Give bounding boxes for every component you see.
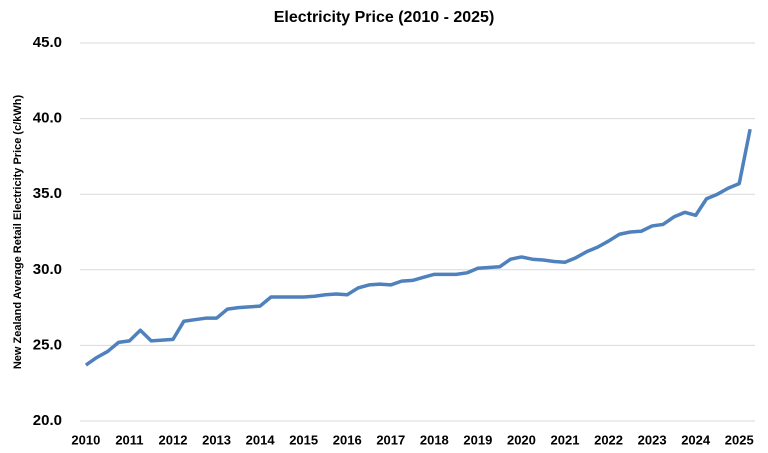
x-tick-label: 2016 bbox=[333, 432, 362, 447]
x-tick-label: 2013 bbox=[202, 432, 231, 447]
x-tick-label: 2022 bbox=[594, 432, 623, 447]
y-axis-label: New Zealand Average Retail Electricity P… bbox=[12, 95, 24, 370]
y-tick-label: 30.0 bbox=[33, 261, 62, 278]
x-tick-label: 2014 bbox=[246, 432, 276, 447]
y-tick-label: 40.0 bbox=[33, 110, 62, 127]
x-tick-label: 2020 bbox=[507, 432, 536, 447]
x-tick-label: 2024 bbox=[681, 432, 711, 447]
x-tick-label: 2015 bbox=[289, 432, 318, 447]
chart-title: Electricity Price (2010 - 2025) bbox=[274, 9, 495, 26]
x-tick-label: 2021 bbox=[551, 432, 580, 447]
x-tick-label: 2019 bbox=[463, 432, 492, 447]
y-tick-label: 35.0 bbox=[33, 185, 62, 202]
x-tick-label: 2012 bbox=[159, 432, 188, 447]
y-tick-label: 20.0 bbox=[33, 412, 62, 429]
data-line bbox=[84, 128, 752, 367]
y-tick-label: 45.0 bbox=[33, 34, 62, 51]
x-tick-label: 2025 bbox=[725, 432, 754, 447]
x-tick-label: 2011 bbox=[115, 432, 143, 447]
y-tick-label: 25.0 bbox=[33, 336, 62, 353]
x-tick-label: 2017 bbox=[376, 432, 405, 447]
x-tick-label: 2010 bbox=[71, 432, 100, 447]
x-tick-label: 2018 bbox=[420, 432, 449, 447]
x-tick-label: 2023 bbox=[638, 432, 667, 447]
